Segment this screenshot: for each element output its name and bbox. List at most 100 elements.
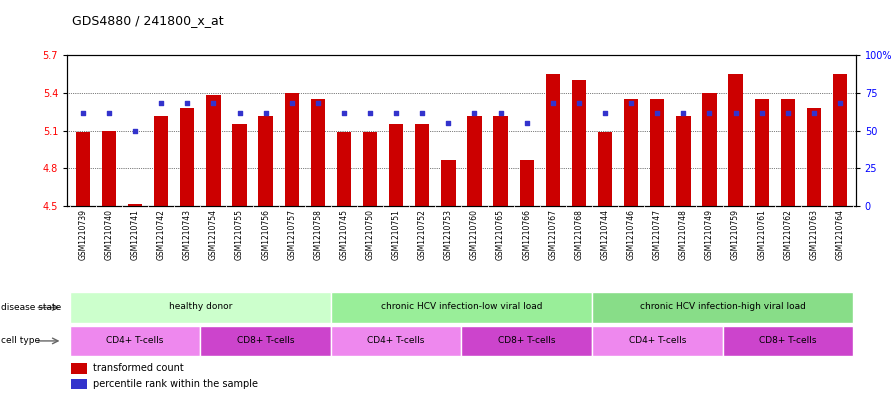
- Bar: [728, 74, 743, 206]
- Bar: [676, 116, 691, 206]
- Point: [650, 109, 665, 116]
- Point: [728, 109, 743, 116]
- Text: GSM1210758: GSM1210758: [314, 209, 323, 260]
- Text: cell type: cell type: [1, 336, 40, 345]
- Bar: [624, 99, 638, 206]
- Text: GSM1210761: GSM1210761: [757, 209, 766, 260]
- Bar: [258, 116, 272, 206]
- Bar: [363, 132, 377, 206]
- Bar: [232, 124, 246, 206]
- Text: GSM1210754: GSM1210754: [209, 209, 218, 260]
- Point: [232, 109, 246, 116]
- Text: disease state: disease state: [1, 303, 61, 312]
- Point: [128, 127, 142, 134]
- Bar: [71, 363, 87, 373]
- Bar: [331, 326, 461, 356]
- Point: [258, 109, 272, 116]
- Bar: [201, 326, 331, 356]
- Bar: [754, 99, 769, 206]
- Point: [415, 109, 429, 116]
- Text: GSM1210764: GSM1210764: [835, 209, 845, 260]
- Bar: [650, 99, 665, 206]
- Point: [833, 100, 848, 107]
- Text: GSM1210762: GSM1210762: [783, 209, 792, 260]
- Text: GSM1210767: GSM1210767: [548, 209, 557, 260]
- Point: [154, 100, 168, 107]
- Bar: [389, 124, 403, 206]
- Text: chronic HCV infection-high viral load: chronic HCV infection-high viral load: [640, 302, 806, 311]
- Text: healthy donor: healthy donor: [168, 302, 232, 311]
- Text: CD8+ T-cells: CD8+ T-cells: [498, 336, 556, 345]
- Text: GSM1210753: GSM1210753: [444, 209, 452, 260]
- Text: GSM1210749: GSM1210749: [705, 209, 714, 260]
- Text: GSM1210741: GSM1210741: [131, 209, 140, 260]
- Point: [75, 109, 90, 116]
- Bar: [180, 108, 194, 206]
- Text: GSM1210752: GSM1210752: [418, 209, 426, 260]
- Bar: [441, 160, 455, 206]
- Bar: [71, 379, 87, 389]
- Text: GSM1210751: GSM1210751: [392, 209, 401, 260]
- Bar: [102, 131, 116, 206]
- Bar: [520, 160, 534, 206]
- Text: CD8+ T-cells: CD8+ T-cells: [237, 336, 295, 345]
- Text: GSM1210763: GSM1210763: [809, 209, 818, 260]
- Bar: [546, 74, 560, 206]
- Text: GSM1210745: GSM1210745: [340, 209, 349, 260]
- Point: [389, 109, 403, 116]
- Bar: [70, 326, 201, 356]
- Text: transformed count: transformed count: [93, 363, 184, 373]
- Text: GSM1210765: GSM1210765: [496, 209, 505, 260]
- Text: GSM1210740: GSM1210740: [105, 209, 114, 260]
- Bar: [75, 132, 90, 206]
- Point: [754, 109, 769, 116]
- Bar: [461, 326, 592, 356]
- Bar: [833, 74, 848, 206]
- Point: [598, 109, 612, 116]
- Point: [285, 100, 299, 107]
- Text: GSM1210766: GSM1210766: [522, 209, 531, 260]
- Text: CD4+ T-cells: CD4+ T-cells: [367, 336, 425, 345]
- Text: GSM1210739: GSM1210739: [78, 209, 88, 260]
- Text: percentile rank within the sample: percentile rank within the sample: [93, 379, 258, 389]
- Text: GSM1210760: GSM1210760: [470, 209, 479, 260]
- Bar: [285, 93, 299, 206]
- Bar: [494, 116, 508, 206]
- Point: [520, 120, 534, 126]
- Bar: [806, 108, 821, 206]
- Point: [806, 109, 821, 116]
- Point: [676, 109, 691, 116]
- Bar: [468, 116, 482, 206]
- Text: GSM1210742: GSM1210742: [157, 209, 166, 260]
- Bar: [592, 292, 853, 323]
- Point: [102, 109, 116, 116]
- Bar: [206, 95, 220, 206]
- Bar: [572, 80, 586, 206]
- Text: GSM1210746: GSM1210746: [626, 209, 635, 260]
- Text: chronic HCV infection-low viral load: chronic HCV infection-low viral load: [381, 302, 542, 311]
- Point: [780, 109, 795, 116]
- Bar: [128, 204, 142, 206]
- Text: CD4+ T-cells: CD4+ T-cells: [107, 336, 164, 345]
- Text: GSM1210750: GSM1210750: [366, 209, 375, 260]
- Point: [441, 120, 455, 126]
- Bar: [598, 132, 612, 206]
- Bar: [702, 93, 717, 206]
- Bar: [780, 99, 795, 206]
- Point: [494, 109, 508, 116]
- Bar: [722, 326, 853, 356]
- Text: GSM1210756: GSM1210756: [261, 209, 270, 260]
- Text: GSM1210748: GSM1210748: [679, 209, 688, 260]
- Point: [624, 100, 638, 107]
- Point: [363, 109, 377, 116]
- Text: GSM1210759: GSM1210759: [731, 209, 740, 260]
- Text: GSM1210755: GSM1210755: [235, 209, 244, 260]
- Bar: [311, 99, 325, 206]
- Text: CD4+ T-cells: CD4+ T-cells: [629, 336, 686, 345]
- Point: [337, 109, 351, 116]
- Bar: [415, 124, 429, 206]
- Point: [206, 100, 220, 107]
- Point: [702, 109, 717, 116]
- Bar: [592, 326, 722, 356]
- Point: [311, 100, 325, 107]
